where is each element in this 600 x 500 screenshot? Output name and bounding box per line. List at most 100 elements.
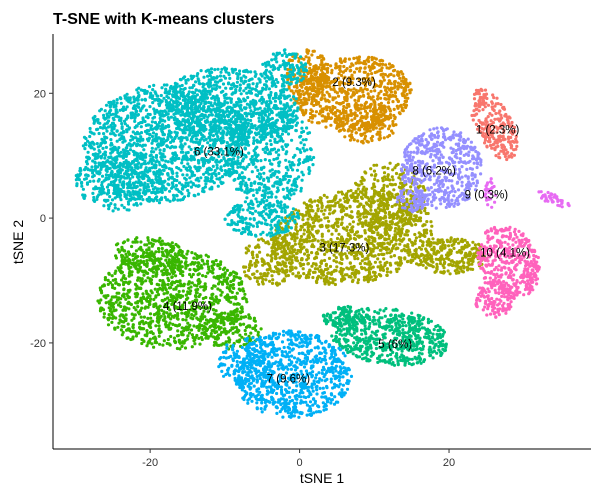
scatter-point [389,352,393,357]
scatter-point [106,282,110,286]
scatter-point [249,259,253,264]
scatter-point [302,232,306,236]
scatter-point [377,106,382,110]
scatter-point [388,79,392,83]
scatter-point [186,334,190,338]
scatter-point [363,137,367,141]
scatter-point [142,251,146,255]
scatter-point [110,313,114,317]
scatter-point [148,251,152,255]
scatter-point [331,104,335,109]
scatter-point [362,215,366,219]
scatter-point [106,323,111,327]
scatter-point [161,343,165,347]
scatter-point [334,201,338,205]
scatter-point [132,313,136,317]
scatter-point [403,257,407,261]
scatter-point [231,331,235,335]
scatter-point [371,353,375,357]
scatter-point [308,92,312,96]
scatter-point [473,254,477,258]
scatter-point [299,234,304,239]
scatter-point [201,274,205,278]
scatter-point [448,240,452,244]
scatter-point [146,316,150,320]
scatter-point [299,258,304,262]
scatter-point [251,326,256,330]
scatter-point [397,71,401,75]
scatter-point [187,325,191,329]
scatter-point [308,66,312,70]
scatter-point [125,292,129,296]
scatter-point [231,270,235,274]
scatter-point [307,56,311,60]
scatter-point [279,263,283,267]
scatter-point [483,88,488,92]
scatter-point [413,214,417,218]
scatter-point [373,177,377,181]
scatter-point [307,270,311,274]
scatter-point [318,104,322,108]
scatter-point [417,256,421,260]
scatter-point [341,107,345,112]
scatter-point [510,139,515,143]
scatter-point [248,266,252,270]
scatter-point [514,134,518,138]
scatter-point [456,237,460,241]
scatter-point [344,194,348,198]
scatter-point [398,173,402,177]
scatter-point [137,312,141,316]
scatter-point [408,91,412,95]
scatter-point [362,205,366,209]
scatter-point [151,336,155,340]
scatter-point [379,264,383,268]
scatter-point [346,119,350,123]
scatter-point [378,59,382,63]
scatter-point [484,123,488,127]
scatter-point [363,261,367,265]
scatter-point [405,229,409,233]
scatter-point [216,264,220,268]
scatter-point [358,128,362,132]
scatter-point [490,101,494,105]
scatter-point [360,175,364,180]
scatter-point [134,334,138,338]
scatter-point [322,81,326,85]
scatter-point [168,321,172,325]
scatter-point [349,189,353,193]
scatter-point [208,324,212,329]
scatter-point [342,322,346,326]
scatter-point [369,208,373,212]
scatter-point [363,109,368,113]
scatter-point [378,127,382,131]
scatter-point [477,92,481,96]
scatter-point [173,258,178,262]
scatter-point [498,156,502,160]
scatter-point [368,68,372,72]
scatter-point [413,319,417,323]
scatter-point [147,303,151,307]
scatter-point [378,133,382,137]
scatter-point [214,258,218,263]
scatter-point [312,49,316,53]
scatter-point [502,150,506,154]
scatter-point [429,232,433,236]
scatter-point [460,237,464,241]
scatter-point [334,240,338,245]
scatter-point [163,322,168,326]
scatter-point [319,199,323,203]
scatter-point [314,216,318,220]
scatter-point [394,226,398,231]
scatter-point [225,297,229,302]
scatter-point [390,325,394,329]
scatter-point [228,284,232,288]
scatter-point [356,210,360,214]
scatter-point [122,315,126,320]
scatter-point [342,104,346,109]
scatter-point [155,267,159,271]
scatter-point [393,84,397,89]
scatter-point [384,63,388,67]
scatter-point [363,134,368,138]
scatter-point [273,254,278,258]
scatter-point [155,341,159,345]
